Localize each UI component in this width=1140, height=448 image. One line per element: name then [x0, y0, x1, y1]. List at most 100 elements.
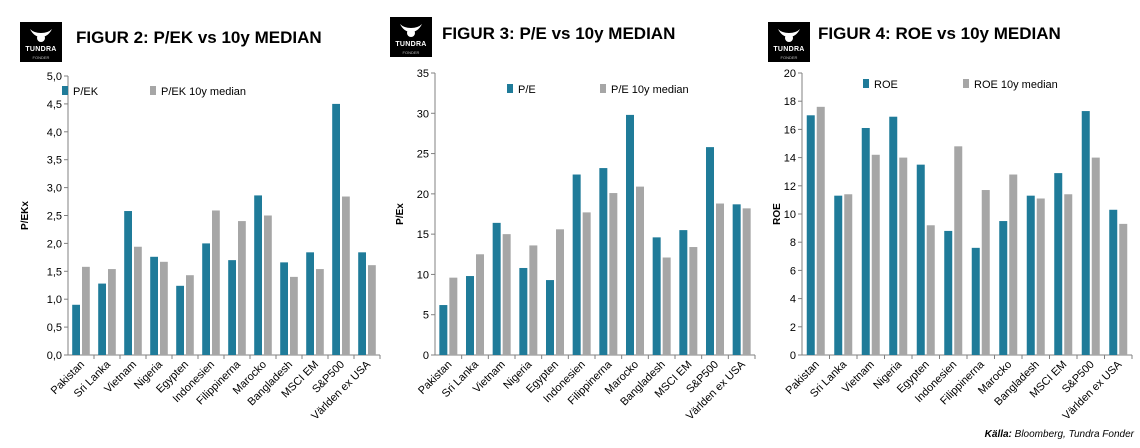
legend-label: ROE — [874, 79, 898, 91]
source-note: Källa: Bloomberg, Tundra Fonder — [985, 429, 1134, 440]
y-tick-label: 4,0 — [47, 127, 62, 139]
bar-series1 — [679, 230, 688, 355]
legend-label: P/EK — [73, 86, 99, 98]
bull-head-icon — [30, 29, 52, 42]
bar-series1 — [834, 195, 843, 355]
bar-series2 — [529, 245, 538, 355]
source-label: Källa: — [984, 429, 1012, 440]
legend-swatch — [62, 86, 68, 95]
y-tick-label: 1,0 — [47, 294, 62, 306]
bar-series1 — [306, 252, 314, 355]
y-axis-label: ROE — [772, 203, 783, 225]
chart-title: FIGUR 3: P/E vs 10y MEDIAN — [442, 24, 676, 43]
bar-series1 — [916, 164, 925, 355]
legend-label: P/EK 10y median — [161, 86, 246, 98]
chart-title: FIGUR 4: ROE vs 10y MEDIAN — [818, 24, 1061, 43]
y-tick-label: 8 — [790, 237, 796, 249]
bar-series1 — [519, 267, 528, 355]
bull-head-icon — [778, 29, 800, 42]
tundra-logo: TUNDRA FONDER — [20, 22, 62, 62]
bar-series2 — [368, 265, 376, 355]
bar-series1 — [228, 260, 236, 355]
bar-series1 — [546, 280, 554, 355]
bar-series1 — [732, 204, 741, 355]
bar-series2 — [1119, 223, 1128, 355]
bar-series2 — [238, 221, 246, 355]
logo-text: TUNDRA — [395, 41, 427, 48]
chart-panel-roe: TUNDRA FONDER FIGUR 4: ROE vs 10y MEDIAN… — [760, 0, 1140, 448]
bar-series2 — [342, 196, 350, 355]
bar-series2 — [82, 266, 90, 355]
bar-series2 — [954, 146, 963, 355]
bar-series1 — [492, 222, 501, 355]
y-tick-label: 2,5 — [47, 211, 62, 223]
bar-series2 — [926, 225, 935, 355]
y-tick-label: 3,5 — [47, 155, 62, 167]
bar-series2 — [716, 203, 724, 355]
y-tick-label: 0 — [790, 350, 796, 362]
bar-series1 — [1109, 209, 1118, 355]
legend-swatch — [600, 84, 606, 93]
y-tick-label: 25 — [417, 149, 429, 161]
chart-title: FIGUR 2: P/EK vs 10y MEDIAN — [76, 28, 322, 47]
bar-series1 — [944, 230, 953, 355]
bar-series1 — [202, 243, 210, 355]
tundra-logo: TUNDRA FONDER — [390, 17, 432, 57]
y-tick-label: 0,5 — [47, 322, 62, 334]
bar-series2 — [160, 261, 168, 355]
bar-series2 — [1091, 157, 1100, 355]
y-tick-label: 0,0 — [47, 350, 62, 362]
source-text: Bloomberg, Tundra Fonder — [1011, 429, 1134, 440]
logo-subtext: FONDER — [32, 55, 50, 60]
bar-series2 — [816, 106, 825, 355]
bar-series2 — [290, 276, 298, 355]
bar-series1 — [439, 305, 448, 355]
bar-series1 — [889, 116, 898, 356]
bar-series2 — [981, 190, 990, 355]
bar-series1 — [358, 252, 366, 355]
y-tick-label: 35 — [417, 68, 429, 80]
bar-chart: 0,00,51,01,52,02,53,03,54,04,55,0P/EKxPa… — [20, 71, 381, 422]
y-tick-label: 20 — [417, 189, 429, 201]
y-tick-label: 2 — [790, 322, 796, 334]
chart-panel-pek: TUNDRA FONDER FIGUR 2: P/EK vs 10y MEDIA… — [0, 0, 381, 448]
bar-series1 — [572, 174, 581, 355]
bar-series2 — [689, 247, 698, 355]
y-tick-label: 5,0 — [47, 71, 62, 83]
y-tick-label: 10 — [417, 269, 429, 281]
bar-series2 — [609, 193, 618, 355]
bar-series1 — [706, 147, 714, 355]
logo-text: TUNDRA — [773, 46, 805, 53]
y-tick-label: 12 — [784, 181, 796, 193]
y-axis-label: P/Ex — [395, 203, 406, 225]
bar-series2 — [899, 157, 908, 355]
bar-series2 — [212, 210, 220, 355]
y-tick-label: 2,0 — [47, 238, 62, 250]
bar-series1 — [971, 247, 980, 355]
bar-series2 — [502, 234, 511, 355]
bar-series1 — [652, 237, 661, 355]
bar-series1 — [1026, 195, 1035, 355]
y-tick-label: 1,5 — [47, 266, 62, 278]
bar-series2 — [1036, 198, 1045, 355]
legend-swatch — [150, 86, 156, 95]
bar-series2 — [556, 229, 564, 355]
bar-series1 — [806, 115, 815, 355]
legend-label: ROE 10y median — [974, 79, 1058, 91]
y-tick-label: 10 — [784, 209, 796, 221]
bar-series1 — [176, 285, 184, 355]
bar-series1 — [626, 114, 634, 355]
bar-series2 — [636, 186, 644, 355]
bar-series2 — [871, 154, 880, 355]
bar-series2 — [186, 275, 194, 355]
y-tick-label: 5 — [423, 310, 429, 322]
y-tick-label: 6 — [790, 265, 796, 277]
bar-series2 — [316, 269, 324, 355]
y-tick-label: 4 — [790, 294, 796, 306]
legend-swatch — [863, 79, 869, 88]
bar-series2 — [449, 277, 458, 355]
y-tick-label: 3,0 — [47, 183, 62, 195]
bar-series1 — [254, 195, 262, 355]
y-tick-label: 30 — [417, 108, 429, 120]
